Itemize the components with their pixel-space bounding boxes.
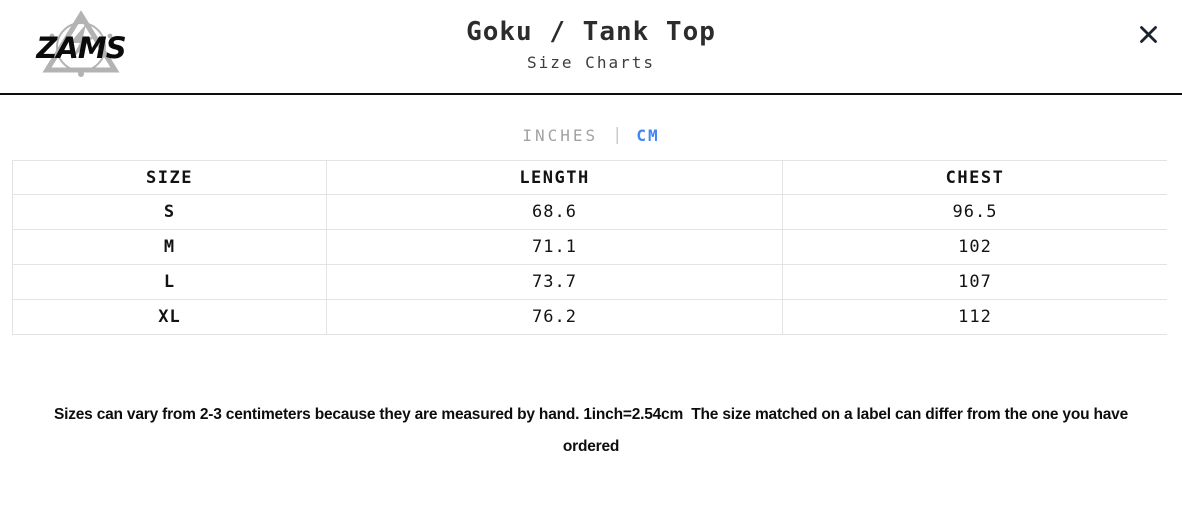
sizing-disclaimer: Sizes can vary from 2-3 centimeters beca… <box>0 399 1182 463</box>
logo-wordmark: ZAMS <box>35 31 125 65</box>
size-value: XL <box>11 299 328 335</box>
length-value: 71.1 <box>326 229 784 265</box>
chest-value: 112 <box>782 299 1167 335</box>
size-chart-table: SIZE LENGTH CHEST S 68.6 96.5 M 71.1 102… <box>11 160 1167 335</box>
size-value: S <box>11 194 328 230</box>
title-block: Goku / Tank Top Size Charts <box>0 16 1182 72</box>
length-value: 73.7 <box>326 264 784 300</box>
chest-value: 102 <box>782 229 1167 265</box>
column-header-length: LENGTH <box>326 160 784 195</box>
chest-value: 107 <box>782 264 1167 300</box>
column-header-chest: CHEST <box>782 160 1167 195</box>
table-header-row: SIZE LENGTH CHEST <box>11 160 1167 195</box>
chest-value: 96.5 <box>782 194 1167 230</box>
disclaimer-line-2: ordered <box>562 438 620 455</box>
unit-separator: | <box>612 125 623 145</box>
unit-toggle: INCHES | CM <box>0 123 1182 147</box>
length-value: 68.6 <box>326 194 784 230</box>
size-value: M <box>11 229 328 265</box>
page-title: Goku / Tank Top <box>466 17 716 47</box>
column-header-size: SIZE <box>11 160 328 195</box>
table-row: L 73.7 107 <box>11 264 1167 300</box>
length-value: 76.2 <box>326 299 784 335</box>
table-row: M 71.1 102 <box>11 229 1167 265</box>
size-chart-container: SIZE LENGTH CHEST S 68.6 96.5 M 71.1 102… <box>11 160 1167 335</box>
close-button[interactable] <box>1134 20 1162 48</box>
close-icon <box>1139 25 1157 43</box>
unit-option-cm[interactable]: CM <box>636 125 660 145</box>
modal-header: ZAMS Goku / Tank Top Size Charts <box>0 0 1182 95</box>
brand-logo[interactable]: ZAMS <box>24 10 139 84</box>
zams-logo-icon: ZAMS <box>35 10 127 77</box>
size-value: L <box>11 264 328 300</box>
page-subtitle: Size Charts <box>527 53 655 72</box>
table-row: XL 76.2 112 <box>11 299 1167 335</box>
table-row: S 68.6 96.5 <box>11 194 1167 230</box>
unit-option-inches[interactable]: INCHES <box>522 125 599 145</box>
disclaimer-line-1: Sizes can vary from 2-3 centimeters beca… <box>53 406 1129 423</box>
